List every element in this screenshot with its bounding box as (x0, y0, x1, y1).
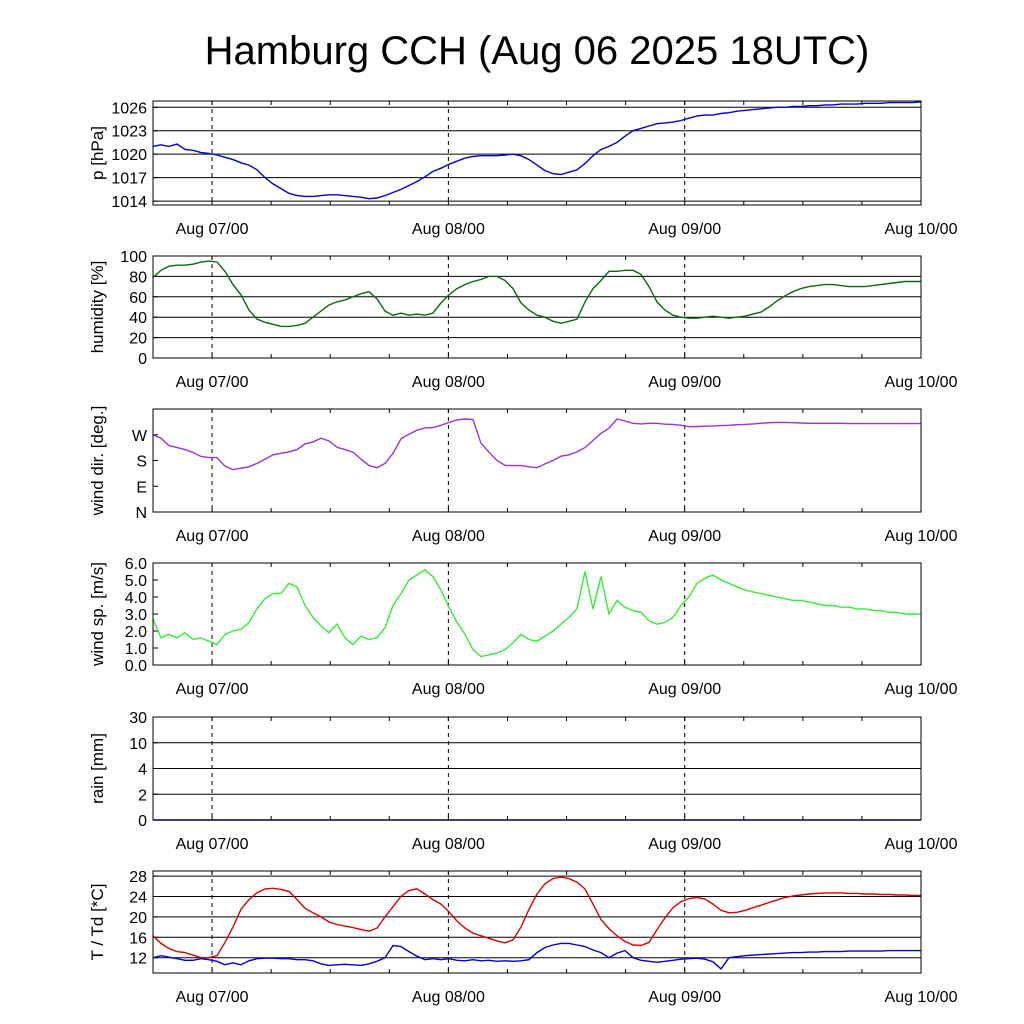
panel-frame (152, 562, 922, 666)
ytick-label-3: 10 (129, 736, 147, 753)
panel-frame (152, 408, 922, 513)
ylabel: rain [mm] (88, 733, 107, 804)
xtick-label-2: Aug 09/00 (648, 681, 721, 698)
ytick-label-4: 1026 (111, 100, 147, 117)
panel-1: 0 20 40 60 80 100 Aug 07/00 Aug 08/00 Aug 09/00 A… (88, 249, 958, 391)
panel-3: 0.01.02.03.04.05.06.0 Aug 07/00 Aug 08/00 A… (88, 556, 958, 698)
ytick-label-0: N (135, 505, 147, 522)
panel-4: 0 2 4 10 30 Aug 07/00 Aug 08/00 Aug 09/00 Aug 10… (88, 710, 958, 853)
ytick-label-0: 12 (129, 951, 147, 968)
ytick-label-5: 5.0 (125, 573, 147, 590)
xtick-label-3: Aug 10/00 (885, 836, 958, 853)
xtick-label-0: Aug 07/00 (176, 681, 249, 698)
xtick-label-0: Aug 07/00 (176, 989, 249, 1006)
xtick-label-2: Aug 09/00 (648, 221, 721, 238)
xtick-label-3: Aug 10/00 (885, 681, 958, 698)
ytick-label-4: 28 (129, 869, 147, 886)
ylabel: wind dir. [deg.] (88, 406, 107, 517)
xtick-label-0: Aug 07/00 (176, 221, 249, 238)
xtick-label-0: Aug 07/00 (176, 836, 249, 853)
ytick-label-1: 20 (129, 331, 147, 348)
ytick-label-3: W (132, 428, 148, 445)
panel-frame (152, 255, 922, 359)
ytick-label-2: 2.0 (125, 624, 147, 641)
ytick-label-4: 30 (129, 710, 147, 727)
ytick-label-3: 1023 (111, 124, 147, 141)
ytick-label-2: 1020 (111, 147, 147, 164)
ytick-label-4: 80 (129, 269, 147, 286)
xtick-label-3: Aug 10/00 (885, 221, 958, 238)
ytick-label-2: S (136, 454, 147, 471)
xtick-label-2: Aug 09/00 (648, 374, 721, 391)
chart-title: Hamburg CCH (Aug 06 2025 18UTC) (205, 29, 870, 73)
xtick-label-2: Aug 09/00 (648, 528, 721, 545)
xtick-label-1: Aug 08/00 (412, 836, 485, 853)
ytick-label-2: 4 (138, 762, 147, 779)
ytick-label-2: 20 (129, 910, 147, 927)
ytick-label-6: 6.0 (125, 556, 147, 573)
ylabel: humidity [%] (88, 261, 107, 354)
series-line-0 (152, 260, 921, 328)
ytick-label-4: 4.0 (125, 590, 147, 607)
ytick-label-1: 1.0 (125, 641, 147, 658)
panel-frame (152, 100, 922, 206)
xtick-label-0: Aug 07/00 (176, 528, 249, 545)
ytick-label-1: E (136, 479, 147, 496)
ylabel: T / Td [*C] (88, 884, 107, 961)
xtick-label-1: Aug 08/00 (412, 374, 485, 391)
ytick-label-5: 100 (120, 249, 147, 266)
xtick-label-1: Aug 08/00 (412, 221, 485, 238)
panel-frame (152, 870, 922, 974)
xtick-label-1: Aug 08/00 (412, 989, 485, 1006)
xtick-label-3: Aug 10/00 (885, 528, 958, 545)
ytick-label-1: 16 (129, 930, 147, 947)
ytick-label-0: 0 (138, 813, 147, 830)
panel-frame (152, 716, 922, 821)
xtick-label-1: Aug 08/00 (412, 681, 485, 698)
ylabel: wind sp. [m/s] (88, 562, 107, 667)
panel-0: 1014 1017 1020 1023 1026 Aug 07/00 Aug 08/00 Au… (88, 100, 958, 238)
series-line-0 (152, 101, 922, 200)
ytick-label-0: 0.0 (125, 658, 147, 675)
xtick-label-1: Aug 08/00 (412, 528, 485, 545)
ytick-label-1: 1017 (111, 171, 147, 188)
series-line-0 (152, 876, 921, 959)
series-line-0 (152, 568, 921, 658)
series-line-1 (152, 942, 921, 970)
ytick-label-0: 0 (138, 351, 147, 368)
ytick-label-3: 24 (129, 890, 147, 907)
ytick-label-3: 60 (129, 290, 147, 307)
xtick-label-3: Aug 10/00 (885, 374, 958, 391)
ytick-label-1: 2 (138, 787, 147, 804)
xtick-label-0: Aug 07/00 (176, 374, 249, 391)
panel-5: 12 16 20 24 28 Aug 07/00 Aug 08/00 Aug 09/00 Aug… (88, 869, 958, 1006)
series-line-0 (152, 418, 921, 471)
ylabel: p [hPa] (88, 126, 107, 180)
ytick-label-2: 40 (129, 310, 147, 327)
ytick-label-3: 3.0 (125, 607, 147, 624)
xtick-label-3: Aug 10/00 (885, 989, 958, 1006)
xtick-label-2: Aug 09/00 (648, 836, 721, 853)
ytick-label-0: 1014 (111, 194, 147, 211)
xtick-label-2: Aug 09/00 (648, 989, 721, 1006)
